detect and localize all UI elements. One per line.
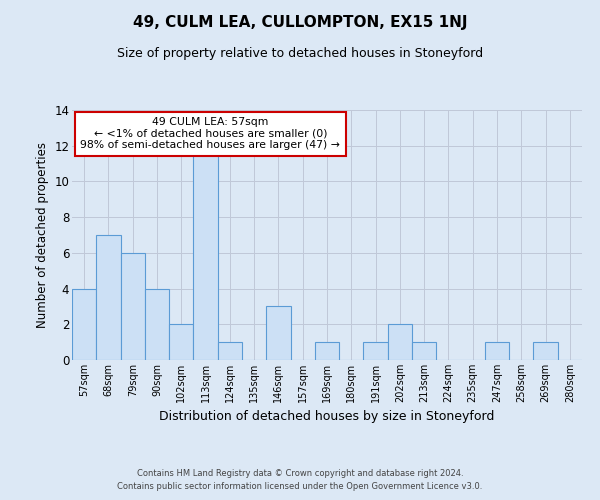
Y-axis label: Number of detached properties: Number of detached properties	[35, 142, 49, 328]
Bar	[388, 324, 412, 360]
Text: Contains HM Land Registry data © Crown copyright and database right 2024.: Contains HM Land Registry data © Crown c…	[137, 468, 463, 477]
Bar	[315, 342, 339, 360]
Bar	[485, 342, 509, 360]
Bar	[266, 306, 290, 360]
Bar	[533, 342, 558, 360]
Bar	[218, 342, 242, 360]
Bar	[96, 235, 121, 360]
Text: 49, CULM LEA, CULLOMPTON, EX15 1NJ: 49, CULM LEA, CULLOMPTON, EX15 1NJ	[133, 15, 467, 30]
Text: Size of property relative to detached houses in Stoneyford: Size of property relative to detached ho…	[117, 48, 483, 60]
X-axis label: Distribution of detached houses by size in Stoneyford: Distribution of detached houses by size …	[160, 410, 494, 424]
Text: Contains public sector information licensed under the Open Government Licence v3: Contains public sector information licen…	[118, 482, 482, 491]
Bar	[364, 342, 388, 360]
Bar	[169, 324, 193, 360]
Bar	[145, 288, 169, 360]
Text: 49 CULM LEA: 57sqm
← <1% of detached houses are smaller (0)
98% of semi-detached: 49 CULM LEA: 57sqm ← <1% of detached hou…	[80, 117, 340, 150]
Bar	[193, 146, 218, 360]
Bar	[412, 342, 436, 360]
Bar	[72, 288, 96, 360]
Bar	[121, 253, 145, 360]
